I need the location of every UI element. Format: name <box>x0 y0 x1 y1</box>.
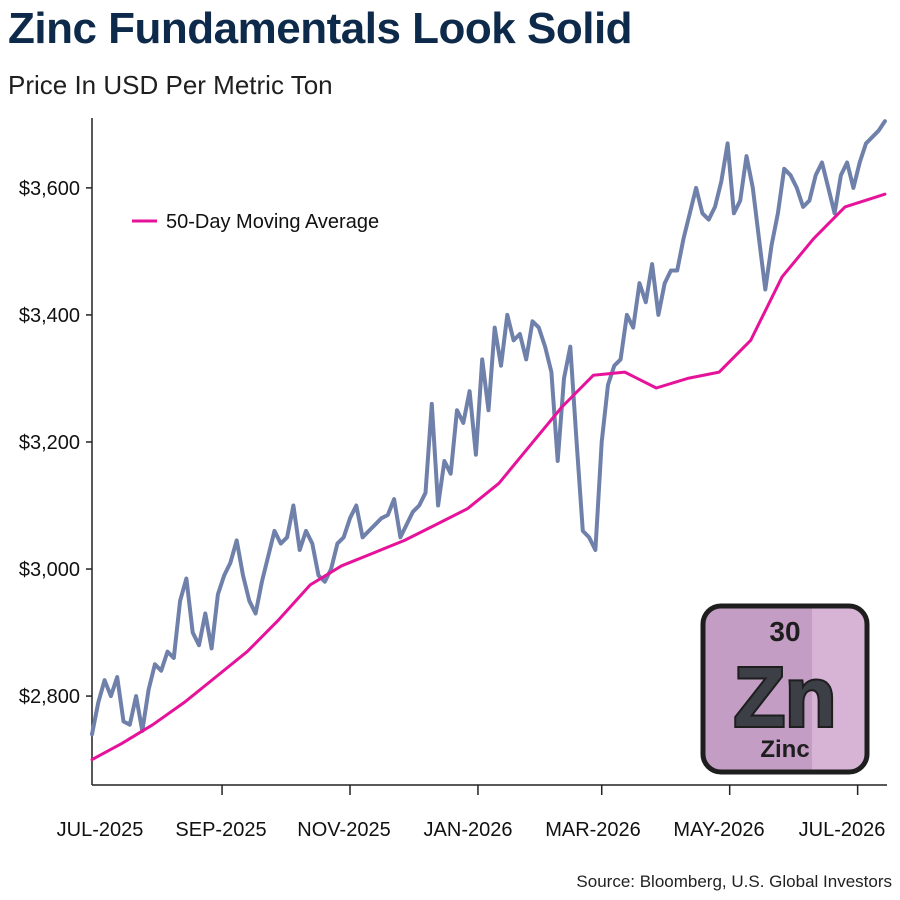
badge-atomic-number: 30 <box>769 616 800 647</box>
chart-title: Zinc Fundamentals Look Solid <box>8 4 633 53</box>
source-note: Source: Bloomberg, U.S. Global Investors <box>576 872 892 891</box>
badge-element-name: Zinc <box>760 736 809 763</box>
x-tick-label: JUL-2025 <box>57 819 144 841</box>
legend: 50-Day Moving Average <box>132 211 379 233</box>
x-tick-label: SEP-2025 <box>175 819 266 841</box>
x-tick-label: JAN-2026 <box>424 819 513 841</box>
y-tick-label: $3,000 <box>19 559 80 581</box>
badge-element-symbol: Zn <box>734 650 837 744</box>
legend-label-ma: 50-Day Moving Average <box>166 211 379 233</box>
y-ticks: $2,800 $3,000 $3,200 $3,400 $3,600 <box>19 178 92 708</box>
badge-border <box>700 603 870 775</box>
badge-background-right <box>812 606 867 772</box>
x-tick-label: MAR-2026 <box>545 819 641 841</box>
y-tick-label: $3,200 <box>19 432 80 454</box>
series-line-moving-average <box>90 192 887 762</box>
series-line-price <box>90 119 887 737</box>
x-tick-label: MAY-2026 <box>673 819 764 841</box>
x-tick-label: NOV-2025 <box>297 819 390 841</box>
chart-subtitle: Price In USD Per Metric Ton <box>8 70 333 100</box>
y-tick-label: $2,800 <box>19 686 80 708</box>
axes <box>91 118 887 786</box>
x-ticks: JUL-2025 SEP-2025 NOV-2025 JAN-2026 MAR-2026… <box>57 785 886 841</box>
series-layer <box>90 119 887 762</box>
y-tick-label: $3,600 <box>19 178 80 200</box>
y-tick-label: $3,400 <box>19 305 80 327</box>
zinc-element-badge: 30 Zn Zinc <box>700 603 870 775</box>
x-tick-label: JUL-2026 <box>799 819 886 841</box>
